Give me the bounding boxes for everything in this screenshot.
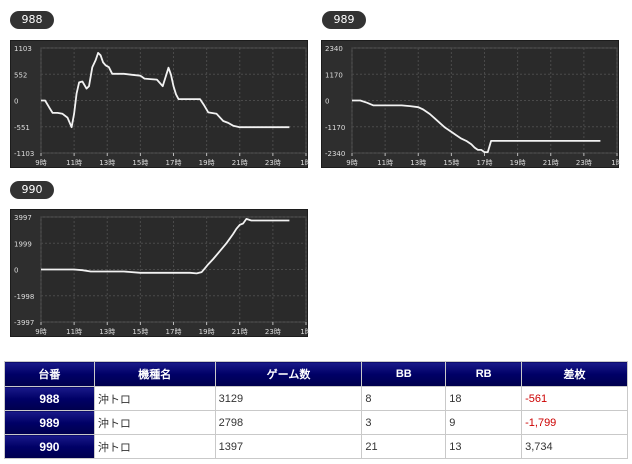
header-model: 機種名 [93,361,216,387]
x-tick-label: 17時 [166,328,182,336]
x-tick-label: 21時 [543,159,559,167]
cell-rb: 18 [445,386,523,411]
cell-model: 沖トロ [93,386,216,411]
x-tick-label: 11時 [66,159,82,167]
x-tick-label: 13時 [99,159,115,167]
cell-unit[interactable]: 990 [4,434,95,459]
cell-diff: -561 [521,386,628,411]
x-tick-label: 9時 [35,328,46,336]
cell-rb: 9 [445,410,523,435]
y-tick-label: 552 [14,71,27,79]
x-tick-label: 23時 [265,328,281,336]
x-tick-label: 1時 [300,328,309,336]
y-tick-label: 0 [14,267,18,275]
y-tick-label: 0 [14,98,18,106]
cell-games: 1397 [214,434,363,459]
x-tick-label: 13時 [99,328,115,336]
x-tick-label: 21時 [232,328,248,336]
y-tick-label: -2340 [325,150,345,158]
unit-tag-989: 989 [322,11,366,29]
x-tick-label: 17時 [166,159,182,167]
header-diff: 差枚 [521,361,628,387]
y-tick-label: 1103 [14,45,32,53]
unit-data-table: 台番 機種名 ゲーム数 BB RB 差枚 988 沖トロ 3129 8 18 -… [4,361,628,459]
cell-unit[interactable]: 988 [4,386,95,411]
series-line [41,51,290,129]
y-tick-label: 2340 [325,45,343,53]
cell-rb: 13 [445,434,523,459]
table-row: 990 沖トロ 1397 21 13 3,734 [4,434,628,459]
x-tick-label: 19時 [199,159,215,167]
table-row: 988 沖トロ 3129 8 18 -561 [4,386,628,411]
x-tick-label: 11時 [377,159,393,167]
cell-unit[interactable]: 989 [4,410,95,435]
y-tick-label: 3997 [14,214,32,222]
cell-games: 2798 [214,410,363,435]
cell-games: 3129 [214,386,363,411]
table-row: 989 沖トロ 2798 3 9 -1,799 [4,410,628,435]
x-tick-label: 23時 [576,159,592,167]
cell-model: 沖トロ [93,410,216,435]
unit-tag-988: 988 [10,11,54,29]
x-tick-label: 15時 [132,328,148,336]
cell-bb: 21 [361,434,447,459]
series-line [41,217,290,275]
x-tick-label: 15時 [443,159,459,167]
cell-model: 沖トロ [93,434,216,459]
x-tick-label: 23時 [265,159,281,167]
x-tick-label: 19時 [199,328,215,336]
y-tick-label: 1170 [325,71,343,79]
slump-chart-988: 1103 552 0 -551 -1103 9時 11時 13時 15時 17時 19時 21時 23時… [10,40,309,168]
cell-bb: 3 [361,410,447,435]
slump-chart-989: 2340 1170 0 -1170 -2340 9時 11時 13時 15時 17時 19時 21時 2… [321,40,620,168]
x-tick-label: 17時 [477,159,493,167]
slump-chart-990: 3997 1999 0 -1998 -3997 9時 11時 13時 15時 17時 19時 21時 2… [10,209,309,337]
x-tick-label: 9時 [35,159,46,167]
y-tick-label: -551 [14,124,30,132]
table-header-row: 台番 機種名 ゲーム数 BB RB 差枚 [4,361,628,387]
y-tick-label: 1999 [14,240,32,248]
cell-bb: 8 [361,386,447,411]
header-rb: RB [445,361,523,387]
header-bb: BB [361,361,447,387]
x-tick-label: 13時 [410,159,426,167]
x-tick-label: 19時 [510,159,526,167]
x-tick-label: 9時 [346,159,357,167]
y-tick-label: -1170 [325,124,345,132]
x-tick-label: 11時 [66,328,82,336]
y-tick-label: 0 [325,98,329,106]
x-tick-label: 1時 [611,159,620,167]
x-tick-label: 1時 [300,159,309,167]
header-games: ゲーム数 [214,361,363,387]
cell-diff: 3,734 [521,434,628,459]
y-tick-label: -3997 [14,319,34,327]
header-unit: 台番 [4,361,95,387]
unit-tag-990: 990 [10,181,54,199]
series-line [352,99,601,153]
y-tick-label: -1103 [14,150,34,158]
x-tick-label: 15時 [132,159,148,167]
y-tick-label: -1998 [14,293,34,301]
cell-diff: -1,799 [521,410,628,435]
x-tick-label: 21時 [232,159,248,167]
